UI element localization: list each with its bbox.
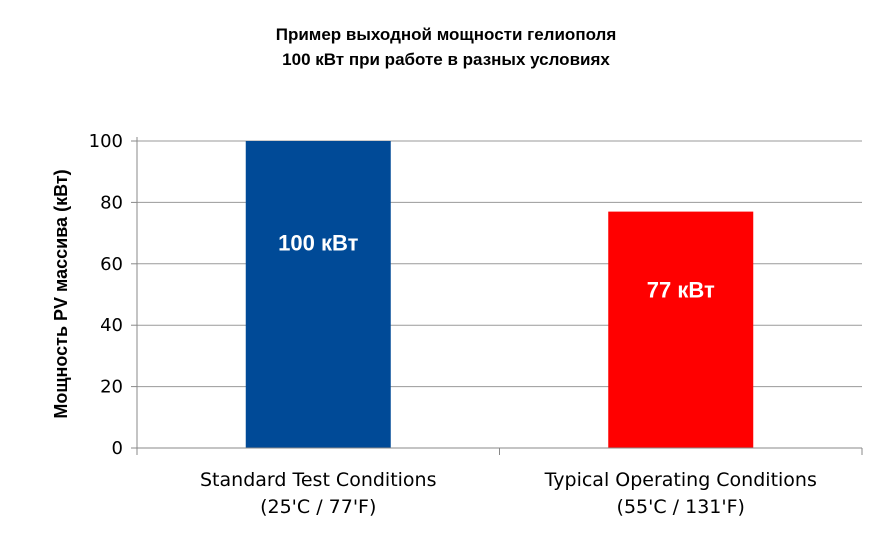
y-tick-label: 60: [100, 254, 123, 275]
chart-title-line-2: 100 кВт при работе в разных условиях: [282, 50, 610, 69]
chart-title: Пример выходной мощности гелиополя 100 к…: [276, 25, 617, 69]
x-category-label: Typical Operating Conditions: [544, 469, 817, 491]
y-axis-ticks: 0 20 40 60 80 100: [89, 131, 137, 459]
y-axis-label: Мощность PV массива (кВт): [51, 169, 71, 418]
data-label: 100 кВт: [278, 230, 358, 255]
x-axis: Standard Test Conditions (25'C / 77'F) Typ…: [136, 137, 863, 518]
bar: [608, 211, 754, 448]
y-tick-label: 40: [100, 315, 123, 336]
bars: 100 кВт 77 кВт: [245, 141, 754, 448]
x-category-label: (55'C / 131'F): [617, 496, 745, 518]
y-tick-label: 0: [112, 438, 123, 459]
y-tick-label: 20: [100, 377, 123, 398]
chart-title-line-1: Пример выходной мощности гелиополя: [276, 25, 617, 44]
x-category-label: (25'C / 77'F): [260, 496, 376, 518]
y-tick-label: 80: [100, 192, 123, 213]
bar: [245, 141, 391, 448]
y-tick-label: 100: [89, 131, 123, 152]
data-label: 77 кВт: [647, 278, 715, 303]
x-category-label: Standard Test Conditions: [200, 469, 437, 491]
